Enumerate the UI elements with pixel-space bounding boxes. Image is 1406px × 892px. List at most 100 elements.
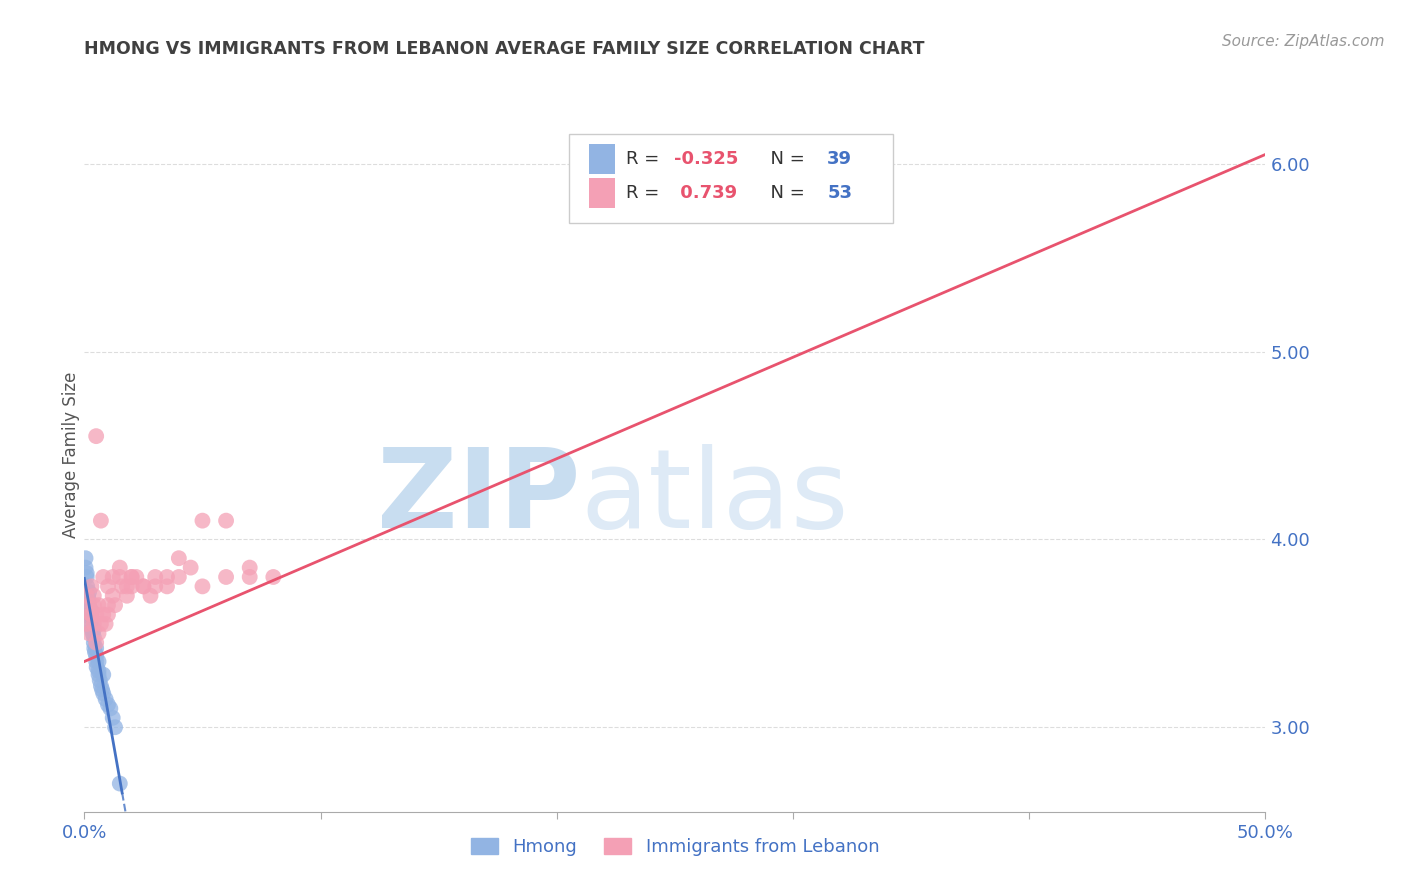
Point bbox=[86, 660, 108, 674]
Point bbox=[215, 570, 238, 584]
Point bbox=[79, 604, 101, 618]
Point bbox=[239, 560, 262, 574]
Y-axis label: Average Family Size: Average Family Size bbox=[62, 372, 80, 538]
Point bbox=[121, 579, 143, 593]
Point bbox=[108, 560, 131, 574]
Point bbox=[94, 692, 117, 706]
Point bbox=[87, 598, 110, 612]
Point bbox=[80, 604, 103, 618]
Point bbox=[77, 585, 100, 599]
Point bbox=[98, 701, 121, 715]
Point bbox=[215, 514, 238, 528]
Point bbox=[94, 616, 117, 631]
Point bbox=[84, 429, 107, 443]
Point bbox=[80, 623, 103, 637]
Text: R =: R = bbox=[627, 184, 665, 202]
Text: atlas: atlas bbox=[581, 444, 849, 551]
Point bbox=[91, 686, 114, 700]
Point bbox=[76, 566, 98, 581]
Point bbox=[83, 598, 105, 612]
Point bbox=[167, 551, 190, 566]
Point bbox=[239, 570, 262, 584]
Text: 39: 39 bbox=[827, 150, 852, 168]
Point bbox=[77, 626, 100, 640]
Point bbox=[90, 679, 112, 693]
Point bbox=[75, 560, 97, 574]
Point bbox=[76, 616, 98, 631]
Text: Source: ZipAtlas.com: Source: ZipAtlas.com bbox=[1222, 34, 1385, 49]
Point bbox=[156, 570, 179, 584]
Point bbox=[91, 667, 114, 681]
Point bbox=[121, 570, 143, 584]
Point bbox=[91, 607, 114, 622]
Point bbox=[101, 570, 124, 584]
Point bbox=[91, 570, 114, 584]
Point bbox=[156, 579, 179, 593]
Point bbox=[101, 589, 124, 603]
Point bbox=[97, 698, 120, 712]
Point bbox=[77, 589, 100, 603]
Point bbox=[87, 664, 110, 678]
Text: N =: N = bbox=[759, 184, 810, 202]
Text: R =: R = bbox=[627, 150, 665, 168]
Point bbox=[79, 607, 101, 622]
Point bbox=[80, 579, 103, 593]
Point bbox=[77, 592, 100, 607]
Point bbox=[80, 611, 103, 625]
Point bbox=[76, 589, 98, 603]
Point bbox=[76, 570, 98, 584]
Point bbox=[115, 579, 138, 593]
Point bbox=[108, 570, 131, 584]
Point bbox=[97, 598, 120, 612]
Point bbox=[87, 667, 110, 681]
Point bbox=[115, 589, 138, 603]
Point bbox=[84, 641, 107, 656]
Point bbox=[101, 711, 124, 725]
Point bbox=[108, 776, 131, 790]
Point bbox=[132, 579, 155, 593]
Point bbox=[121, 570, 143, 584]
Point bbox=[87, 655, 110, 669]
Point bbox=[90, 514, 112, 528]
Point bbox=[84, 655, 107, 669]
Point bbox=[104, 720, 127, 734]
Point bbox=[91, 682, 114, 697]
Point bbox=[139, 589, 162, 603]
Point bbox=[80, 607, 103, 622]
Point bbox=[90, 616, 112, 631]
Legend: Hmong, Immigrants from Lebanon: Hmong, Immigrants from Lebanon bbox=[464, 830, 886, 863]
Point bbox=[84, 636, 107, 650]
Point bbox=[83, 636, 105, 650]
Text: 0.739: 0.739 bbox=[673, 184, 737, 202]
Point bbox=[80, 616, 103, 631]
Point bbox=[262, 570, 284, 584]
Point bbox=[143, 579, 166, 593]
Point bbox=[84, 648, 107, 663]
Point bbox=[83, 623, 105, 637]
Point bbox=[89, 673, 111, 688]
Text: 53: 53 bbox=[827, 184, 852, 202]
Point bbox=[83, 589, 105, 603]
Point bbox=[125, 570, 148, 584]
Text: N =: N = bbox=[759, 150, 810, 168]
Point bbox=[132, 579, 155, 593]
Point bbox=[83, 630, 105, 644]
Point bbox=[191, 579, 214, 593]
Point bbox=[80, 607, 103, 622]
Point bbox=[87, 626, 110, 640]
Point bbox=[104, 598, 127, 612]
Point bbox=[143, 570, 166, 584]
Point bbox=[77, 598, 100, 612]
Point bbox=[97, 579, 120, 593]
Point bbox=[76, 579, 98, 593]
Point bbox=[84, 645, 107, 659]
Bar bbox=[589, 178, 614, 208]
Text: ZIP: ZIP bbox=[377, 444, 581, 551]
Point bbox=[84, 607, 107, 622]
Bar bbox=[589, 144, 614, 174]
Point bbox=[83, 641, 105, 656]
Point bbox=[83, 616, 105, 631]
Point bbox=[82, 626, 104, 640]
Point bbox=[180, 560, 202, 574]
Point bbox=[167, 570, 190, 584]
